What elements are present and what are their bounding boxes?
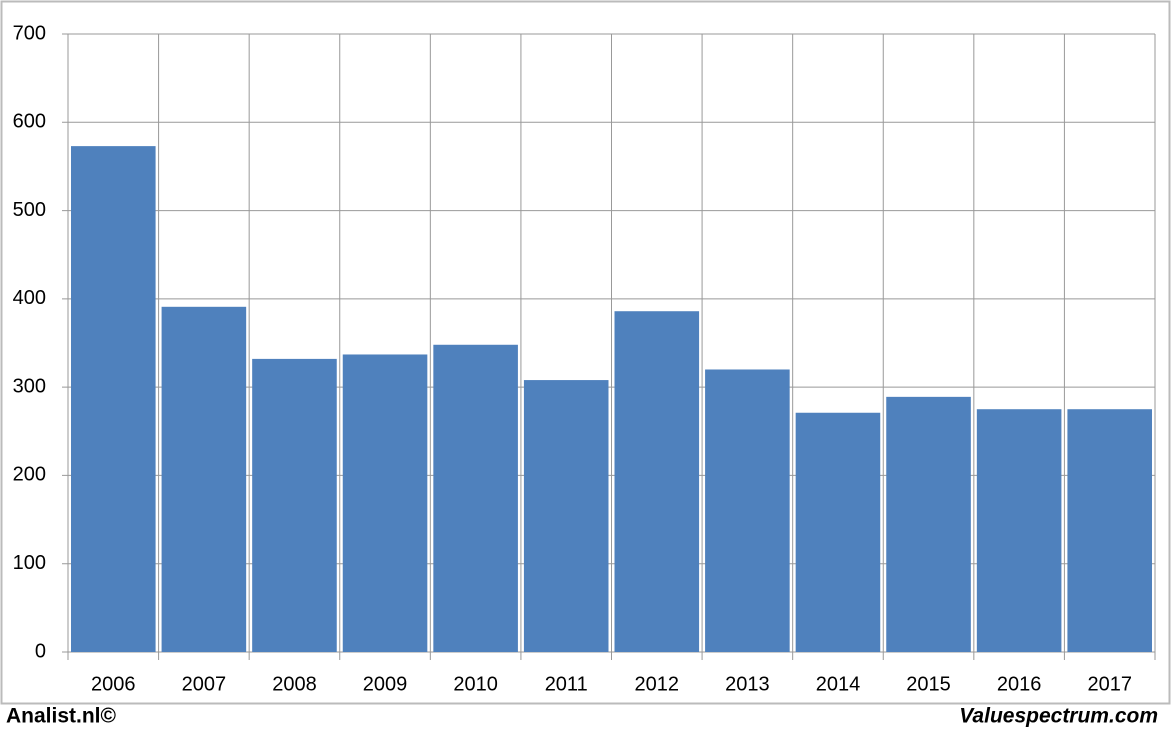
y-tick-label: 500 [13,199,46,221]
bar [1067,409,1152,652]
x-tick-label: 2008 [272,673,317,695]
bar [523,380,609,652]
x-tick-label: 2011 [545,673,588,695]
x-tick-label: 2013 [725,673,770,695]
bar [71,146,156,652]
x-tick-label: 2006 [91,673,136,695]
x-tick-label: 2010 [453,673,498,695]
bar [976,409,1062,652]
y-tick-label: 400 [13,287,46,309]
footer-left: Analist.nl© [6,705,117,728]
x-tick-label: 2017 [1087,673,1132,695]
bar [252,358,337,652]
y-tick-label: 700 [13,22,46,44]
bar [342,354,428,652]
y-tick-label: 600 [13,111,46,133]
x-tick-label: 2014 [816,673,861,695]
x-tick-label: 2009 [363,673,408,695]
bar [614,311,700,652]
footer-right: Valuespectrum.com [959,705,1158,728]
y-tick-label: 300 [13,375,46,397]
x-tick-label: 2007 [182,673,227,695]
x-tick-label: 2015 [906,673,951,695]
y-tick-label: 0 [35,640,46,662]
bar [795,412,881,652]
y-tick-label: 100 [13,552,46,574]
bar [433,344,518,652]
bar [705,369,790,652]
x-tick-label: 2016 [997,673,1042,695]
x-tick-label: 2012 [635,673,680,695]
y-tick-label: 200 [13,464,46,486]
bar [886,396,971,652]
bar [161,306,247,652]
